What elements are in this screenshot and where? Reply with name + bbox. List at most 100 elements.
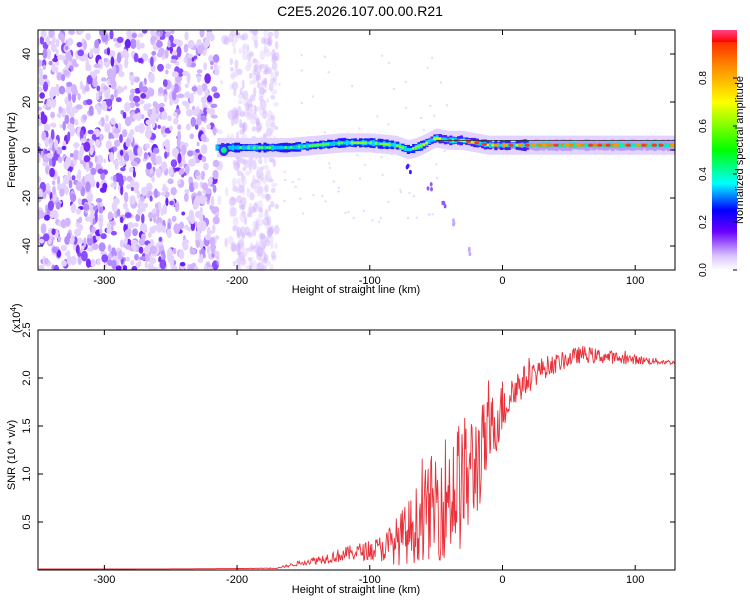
ridge-core [329, 142, 333, 146]
spectrogram-noise-blob [169, 200, 175, 206]
spectrogram-faint-point [363, 163, 366, 167]
spectrogram-noise-blob [177, 68, 184, 77]
spectrogram-noise-blob [119, 239, 124, 248]
spectrogram-noise-blob [258, 95, 264, 102]
spectrogram-noise-blob [62, 120, 66, 131]
spectrogram-noise-blob [187, 57, 192, 67]
ridge-peak [268, 146, 273, 149]
spectrogram-noise-blob [115, 265, 122, 270]
spectrogram-noise-blob [195, 230, 201, 241]
spectrogram-faint-point [408, 191, 411, 195]
spectrogram-noise-blob [129, 102, 135, 109]
spectrogram-noise-blob [43, 104, 47, 109]
spectrogram-faint-point [399, 191, 402, 194]
spectrogram-noise-blob [235, 68, 243, 74]
spectrogram-noise-blob [208, 33, 215, 42]
spectrogram-noise-blob [184, 91, 191, 99]
ridge-core [236, 145, 241, 150]
spectrogram-noise-blob [262, 165, 269, 170]
spectrogram-noise-blob [95, 198, 103, 203]
spectrogram-noise-blob [264, 184, 269, 193]
spectrogram-noise-blob [50, 129, 55, 140]
spectrogram-faint-point [379, 216, 382, 220]
spectrogram-noise-blob [255, 220, 259, 230]
spectrogram-faint-point [358, 177, 362, 180]
ridge-core [244, 145, 249, 150]
spectrogram-noise-blob [197, 75, 201, 83]
spectrogram-noise-blob [249, 192, 255, 201]
spectrogram-noise-blob [249, 30, 253, 34]
spectrogram-noise-blob [107, 211, 113, 221]
spectrogram-noise-blob [106, 226, 112, 234]
spectrogram-noise-blob [105, 114, 109, 122]
spectrogram-noise-blob [46, 98, 53, 108]
spectrogram-noise-blob [124, 57, 129, 69]
spectrogram-noise-blob [252, 69, 257, 76]
spectrogram-noise-blob [44, 137, 49, 148]
spectrogram-noise-blob [125, 256, 131, 262]
ridge-core [343, 141, 347, 145]
spectrogram-noise-blob [140, 93, 147, 99]
ridge-core [228, 145, 233, 150]
ridge-hot-peak [541, 143, 547, 147]
spectrogram-noise-blob [249, 50, 254, 58]
spectrogram-faint-point [428, 213, 431, 216]
spectrogram-noise-blob [270, 187, 276, 193]
spectrogram-noise-blob [143, 152, 148, 160]
spectrogram-noise-blob [270, 95, 276, 100]
spectrogram-noise-blob [64, 186, 69, 195]
spectrogram-noise-blob [136, 112, 142, 122]
snr-line [38, 345, 675, 570]
ridge-peak [581, 143, 586, 147]
spectrogram-noise-blob [70, 255, 77, 266]
spectrogram-noise-blob [216, 160, 223, 171]
spectrogram-noise-blob [274, 203, 280, 210]
secondary-branch-point [429, 182, 433, 187]
spectrogram-noise-blob [205, 233, 211, 241]
spectrogram-noise-blob [55, 201, 61, 210]
spectrogram-noise-blob [242, 121, 248, 132]
spectrogram-noise-blob [141, 223, 148, 234]
spectrogram-noise-blob [148, 72, 155, 84]
spectrogram-noise-blob [237, 32, 241, 39]
spectrogram-noise-blob [63, 69, 70, 76]
spectrogram-noise-blob [44, 148, 48, 155]
ridge-peak [284, 146, 289, 149]
spectrogram-noise-blob [167, 115, 172, 122]
colorbar-tick-label: 0.6 [698, 119, 709, 133]
spectrogram-noise-blob [251, 184, 257, 190]
spectrogram-noise-blob [122, 111, 127, 119]
spectrogram-faint-point [381, 173, 384, 177]
spectrogram-noise-blob [152, 225, 158, 231]
snr-x-tick-label: -300 [93, 574, 115, 586]
spectrogram-noise-blob [176, 137, 181, 148]
spectrogram-noise-blob [57, 236, 62, 243]
spectrogram-noise-blob [173, 117, 179, 125]
snr-x-label: Height of straight line (km) [292, 584, 420, 596]
spectrogram-noise-blob [200, 133, 207, 142]
spectrogram-faint-point [362, 209, 365, 213]
spectrogram-noise-blob [151, 118, 156, 128]
spectrogram-noise-blob [61, 260, 67, 267]
spectrogram-noise-blob [121, 252, 125, 257]
spectrogram-noise-blob [56, 146, 63, 155]
spectrogram-noise-blob [140, 42, 145, 49]
ridge-peak [340, 141, 344, 145]
spectrogram-noise-blob [42, 233, 50, 242]
ridge-core [231, 144, 235, 151]
spectrogram-noise-blob [119, 134, 123, 143]
spectrogram-noise-blob [185, 123, 191, 131]
spectrogram-noise-blob [77, 150, 83, 161]
spectrogram-noise-blob [171, 90, 177, 101]
spectrogram-noise-blob [68, 179, 73, 189]
spectrogram-noise-blob [124, 212, 132, 219]
spectrogram-noise-blob [122, 265, 128, 270]
spectrogram-noise-blob [38, 176, 42, 183]
spectrogram-noise-blob [97, 258, 101, 266]
spectrogram-noise-blob [109, 30, 114, 40]
spectrogram-noise-blob [101, 100, 108, 111]
ridge-core [443, 137, 448, 142]
spectrogram-noise-blob [170, 187, 177, 196]
spectrogram-noise-blob [110, 220, 115, 226]
spectrogram-noise-blob [269, 157, 276, 163]
